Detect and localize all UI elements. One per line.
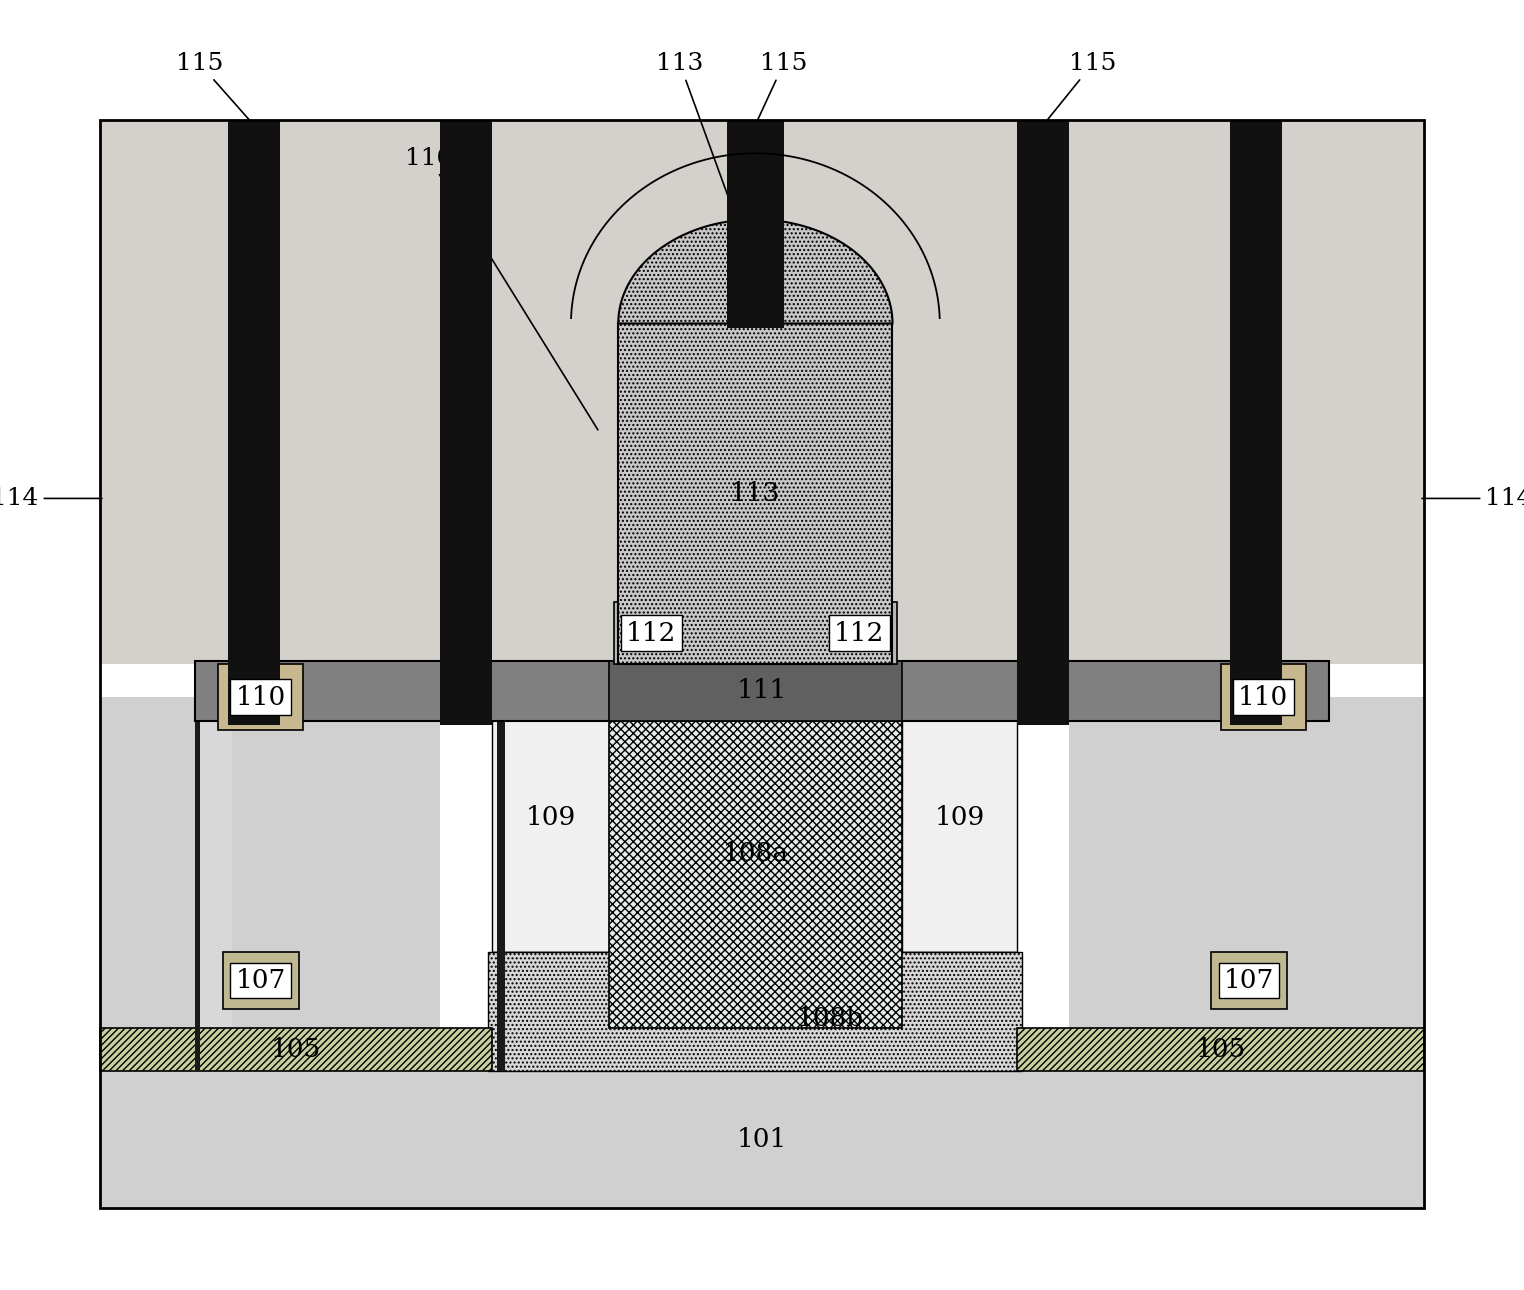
Bar	[1018, 120, 1070, 725]
Bar	[619, 324, 893, 664]
Text: 109: 109	[934, 805, 985, 829]
Text: 108a: 108a	[722, 841, 788, 866]
Bar	[608, 679, 902, 1028]
Text: 112: 112	[626, 620, 677, 646]
Bar	[223, 952, 299, 1009]
Bar	[727, 120, 783, 328]
Text: 114: 114	[1422, 486, 1524, 510]
Bar	[1282, 120, 1423, 664]
Bar	[101, 120, 1423, 1207]
Bar	[902, 952, 1018, 1028]
Bar	[821, 602, 898, 664]
Text: 116: 116	[405, 147, 597, 430]
Text: 109: 109	[526, 805, 576, 829]
Bar	[195, 660, 1329, 721]
Bar	[1070, 697, 1423, 1071]
Bar	[488, 952, 1023, 1071]
Text: 110: 110	[1237, 685, 1288, 710]
Text: 114: 114	[0, 486, 102, 510]
Text: 113: 113	[730, 481, 780, 506]
Text: 105: 105	[1195, 1037, 1245, 1062]
Text: 101: 101	[738, 1126, 786, 1152]
Text: 115: 115	[756, 52, 808, 123]
Bar	[902, 682, 1018, 952]
Text: 108b: 108b	[797, 1006, 864, 1031]
Bar	[101, 120, 227, 664]
Bar	[1212, 952, 1286, 1009]
Bar	[497, 697, 504, 1071]
Text: 111: 111	[738, 679, 786, 703]
Text: 113: 113	[655, 52, 754, 268]
Bar	[195, 697, 200, 1071]
Bar	[101, 697, 440, 1071]
Bar	[608, 660, 902, 721]
Text: 105: 105	[271, 1037, 322, 1062]
Bar	[101, 120, 1423, 664]
Text: 112: 112	[834, 620, 884, 646]
Bar	[227, 120, 280, 725]
Bar	[1018, 1028, 1423, 1071]
Text: 115: 115	[1045, 52, 1117, 123]
Bar	[195, 697, 233, 1071]
Bar	[280, 120, 440, 664]
Text: 110: 110	[236, 685, 287, 710]
Bar	[101, 1071, 1423, 1207]
Text: 107: 107	[236, 969, 287, 993]
Bar	[492, 952, 608, 1028]
Bar	[783, 120, 1018, 664]
Bar	[614, 602, 689, 664]
Bar	[218, 664, 303, 730]
Text: 107: 107	[1224, 969, 1274, 993]
Bar	[492, 120, 727, 664]
Bar	[101, 120, 1423, 1207]
Bar	[1221, 664, 1306, 730]
Bar	[440, 120, 492, 725]
Bar	[101, 1028, 492, 1071]
Text: 115: 115	[175, 52, 251, 123]
Bar	[492, 682, 608, 952]
Bar	[1230, 120, 1282, 725]
Polygon shape	[619, 219, 893, 324]
Bar	[1070, 120, 1230, 664]
